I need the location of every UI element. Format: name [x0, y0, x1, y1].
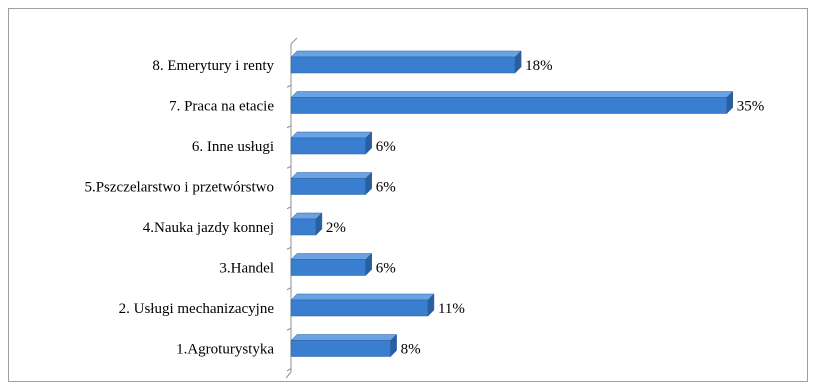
data-label: 2%: [326, 220, 346, 236]
y-axis-tick: [286, 287, 292, 291]
data-label: 18%: [525, 58, 553, 74]
axis-floor-edge: [285, 371, 292, 379]
y-axis-tick: [286, 125, 292, 129]
category-label: 4.Nauka jazdy konnej: [143, 220, 274, 236]
bar-top-face: [290, 50, 522, 58]
bar: [290, 259, 366, 276]
category-label: 7. Praca na etacie: [169, 99, 274, 115]
bar-side-face: [427, 293, 435, 317]
bar-top-face: [290, 131, 373, 139]
category-label: 8. Emerytury i renty: [152, 58, 274, 74]
bar: [290, 56, 516, 74]
bar: [290, 340, 391, 357]
data-label: 6%: [376, 139, 396, 155]
y-axis-tick: [286, 84, 292, 88]
category-label: 6. Inne usługi: [192, 139, 274, 155]
bar-side-face: [514, 50, 522, 74]
y-axis-tick: [286, 246, 292, 250]
data-label: 6%: [376, 261, 396, 277]
bar-side-face: [365, 252, 372, 277]
bar: [290, 137, 366, 155]
bar-side-face: [365, 131, 372, 155]
category-label: 3.Handel: [219, 261, 274, 277]
bar-top-face: [290, 253, 373, 260]
bar-side-face: [315, 212, 323, 236]
bar-top-face: [290, 334, 398, 341]
category-label: 5.Pszczelarstwo i przetwórstwo: [84, 180, 274, 196]
bar-side-face: [726, 90, 733, 115]
bar-top-face: [290, 293, 435, 301]
data-label: 11%: [438, 301, 465, 317]
data-label: 6%: [376, 180, 396, 196]
bar-side-face: [390, 333, 397, 358]
data-label: 35%: [737, 99, 765, 115]
y-axis-tick: [286, 206, 292, 210]
bar-top-face: [290, 91, 734, 98]
y-axis-tick: [286, 327, 292, 331]
bar: [290, 218, 317, 236]
y-axis-tick: [286, 165, 292, 169]
bar: [290, 178, 366, 195]
y-axis-tick: [286, 368, 292, 372]
y-axis-line: [290, 37, 298, 372]
category-label: 1.Agroturystyka: [176, 342, 274, 358]
bar-side-face: [365, 171, 372, 196]
data-label: 8%: [401, 342, 421, 358]
category-label: 2. Usługi mechanizacyjne: [119, 301, 275, 317]
bar: [290, 299, 429, 317]
bar-top-face: [290, 172, 373, 179]
bar: [290, 97, 727, 114]
